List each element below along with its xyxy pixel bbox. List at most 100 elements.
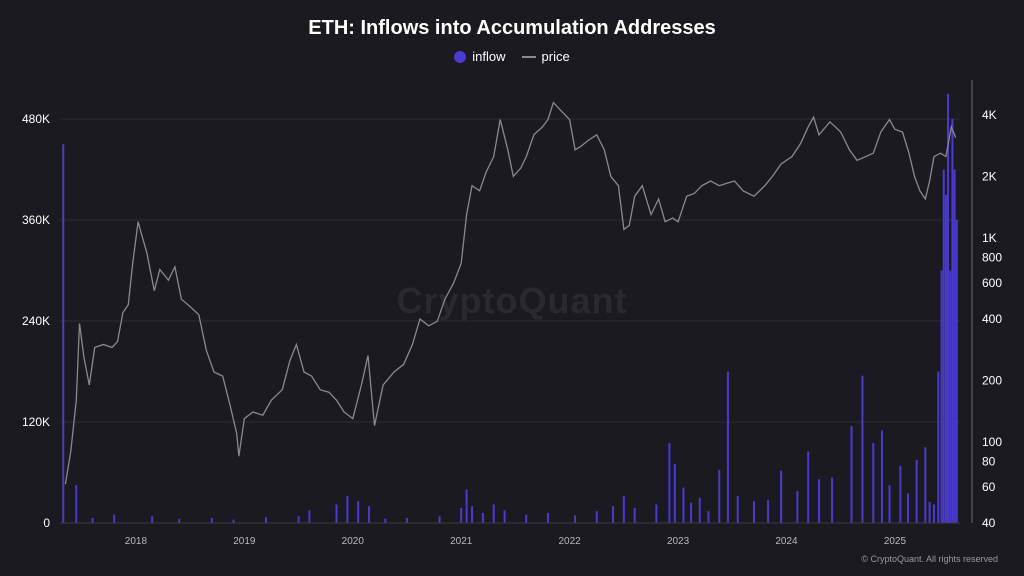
inflow-bar: [818, 479, 821, 523]
inflow-bar: [668, 443, 671, 523]
x-tick-label: 2018: [125, 536, 148, 547]
inflow-bar: [297, 516, 300, 523]
y-right-tick-label: 60: [982, 480, 996, 494]
inflow-bar: [622, 496, 625, 523]
y-right-tick-label: 80: [982, 455, 996, 469]
inflow-bar: [384, 518, 387, 523]
inflow-bar: [951, 119, 954, 523]
inflow-bar: [944, 194, 947, 523]
inflow-bar: [872, 443, 875, 523]
inflow-bar: [767, 500, 770, 523]
inflow-bar: [655, 504, 658, 523]
inflow-bar: [75, 485, 78, 523]
inflow-bar: [899, 465, 902, 523]
inflow-bar: [796, 491, 799, 523]
chart-title: ETH: Inflows into Accumulation Addresses: [308, 17, 716, 39]
inflow-bar: [880, 430, 883, 523]
inflow-bar: [888, 485, 891, 523]
inflow-bar: [151, 516, 154, 523]
inflow-bar: [465, 489, 468, 523]
y-right-tick-label: 2K: [982, 169, 997, 183]
watermark: CryptoQuant: [396, 280, 628, 321]
y-right-tick-label: 600: [982, 276, 1002, 290]
y-right-tick-label: 800: [982, 251, 1002, 265]
inflow-bar: [915, 459, 918, 523]
y-right-tick-label: 40: [982, 516, 996, 530]
inflow-bar: [726, 371, 729, 523]
inflow-bar: [210, 517, 213, 523]
price-line-path: [64, 101, 957, 485]
x-tick-label: 2020: [342, 536, 365, 547]
inflow-bar: [308, 510, 311, 523]
inflow-bar: [707, 511, 710, 523]
inflow-bar: [928, 501, 931, 523]
inflow-bar: [940, 270, 943, 523]
inflow-bar: [831, 477, 834, 523]
inflow-bar: [481, 512, 484, 523]
inflow-bar: [953, 169, 956, 523]
y-right-tick-label: 100: [982, 435, 1002, 449]
x-tick-label: 2025: [884, 536, 907, 547]
inflow-bar: [574, 515, 577, 523]
inflow-bar: [232, 519, 235, 523]
inflow-bar: [346, 496, 349, 523]
inflow-bar: [460, 507, 463, 523]
inflow-bars: [62, 93, 958, 523]
copyright: © CryptoQuant. All rights reserved: [861, 554, 998, 564]
y-right-tick-label: 400: [982, 312, 1002, 326]
inflow-bar: [924, 447, 927, 523]
y-left-tick-label: 0: [43, 516, 50, 530]
inflow-bar: [752, 501, 755, 523]
inflow-bar: [949, 270, 952, 523]
inflow-bar: [673, 464, 676, 523]
y-left-tick-label: 360K: [22, 213, 50, 227]
inflow-bar: [357, 501, 360, 523]
y-left-tick-label: 240K: [22, 314, 50, 328]
inflow-bar: [405, 517, 408, 523]
inflow-bar: [492, 504, 495, 523]
grid-lines: [60, 118, 960, 423]
legend-item-price[interactable]: price: [521, 49, 570, 64]
legend-price-label: price: [541, 49, 570, 64]
inflow-bar: [682, 487, 685, 523]
chart-legend: inflow price: [0, 49, 1024, 64]
legend-inflow-label: inflow: [472, 49, 506, 64]
x-tick-label: 2024: [775, 536, 798, 547]
x-tick-label: 2023: [667, 536, 690, 547]
inflow-bar: [698, 497, 701, 523]
x-tick-label: 2022: [559, 536, 582, 547]
legend-inflow-marker: [454, 50, 467, 63]
inflow-bar: [955, 220, 958, 523]
inflow-bar: [937, 371, 940, 523]
x-tick-label: 2021: [450, 536, 473, 547]
inflow-bar: [368, 506, 371, 523]
inflow-bar: [595, 511, 598, 523]
inflow-bar: [942, 169, 945, 523]
legend-item-inflow[interactable]: inflow: [454, 49, 506, 64]
inflow-bar: [780, 470, 783, 523]
y-right-tick-label: 200: [982, 373, 1002, 387]
inflow-bar: [471, 506, 474, 523]
price-line: [64, 101, 957, 485]
inflow-bar: [932, 504, 935, 523]
inflow-bar: [861, 375, 864, 523]
inflow-bar: [736, 496, 739, 523]
axes: 0 120K 240K 360K 480K 40 60 80 100 200 400 600 800 1K…: [22, 80, 1002, 547]
inflow-bar: [850, 426, 853, 523]
inflow-bar: [178, 518, 181, 523]
inflow-bar: [807, 451, 810, 523]
inflow-bar: [438, 516, 441, 523]
inflow-bar: [906, 493, 909, 523]
inflow-bar: [265, 517, 268, 523]
x-tick-label: 2019: [233, 536, 256, 547]
inflow-bar: [91, 517, 94, 523]
y-right-tick-label: 1K: [982, 231, 997, 245]
inflow-bar: [947, 93, 950, 523]
inflow-bar: [546, 512, 549, 523]
inflow-bar: [718, 469, 721, 523]
legend-price-marker: [521, 55, 536, 58]
inflow-bar: [335, 504, 338, 523]
y-left-tick-label: 120K: [22, 415, 50, 429]
inflow-bar: [503, 510, 506, 523]
